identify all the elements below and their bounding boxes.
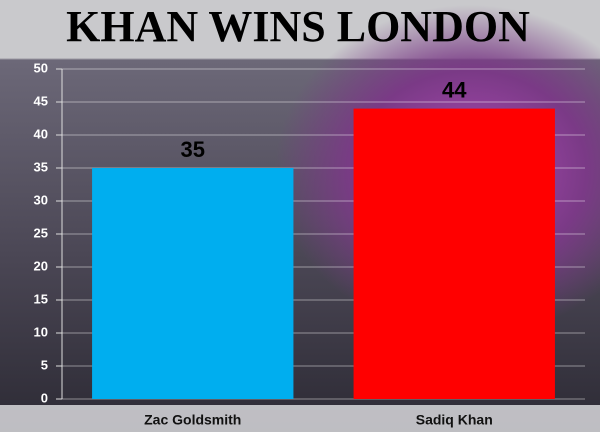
y-tick-label: 10 bbox=[34, 324, 48, 339]
y-tick-label: 15 bbox=[34, 291, 48, 306]
y-tick-label: 20 bbox=[34, 258, 48, 273]
y-tick-label: 45 bbox=[34, 93, 48, 108]
y-tick-label: 30 bbox=[34, 192, 48, 207]
bar bbox=[353, 108, 555, 399]
y-tick-label: 50 bbox=[34, 60, 48, 75]
y-tick-label: 35 bbox=[34, 159, 48, 174]
bar bbox=[92, 168, 294, 399]
chart-title: KHAN WINS LONDON bbox=[66, 2, 530, 51]
x-tick-label: Sadiq Khan bbox=[416, 412, 493, 428]
value-label: 44 bbox=[442, 77, 467, 102]
label-band bbox=[0, 405, 600, 432]
value-label: 35 bbox=[181, 137, 205, 162]
y-tick-label: 25 bbox=[34, 225, 48, 240]
y-tick-label: 0 bbox=[41, 390, 48, 405]
y-tick-label: 40 bbox=[34, 126, 48, 141]
x-tick-label: Zac Goldsmith bbox=[144, 412, 241, 428]
y-tick-label: 5 bbox=[41, 357, 48, 372]
